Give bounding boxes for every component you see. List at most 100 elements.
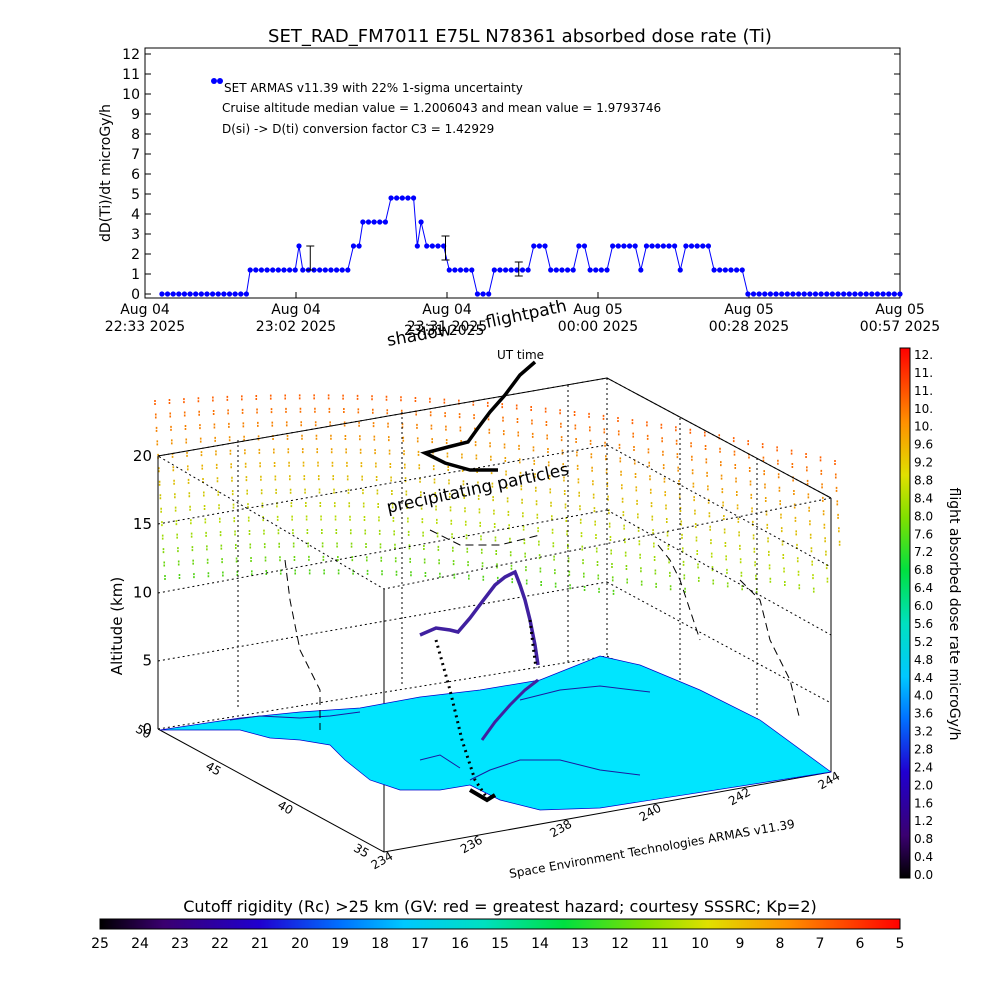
- data-point: [542, 243, 548, 249]
- rigidity-colorbar-tick: 9: [736, 936, 745, 952]
- data-point: [835, 291, 841, 297]
- data-point: [164, 291, 171, 297]
- data-point: [435, 243, 441, 249]
- data-point: [705, 243, 712, 249]
- dose-colorbar-tick: 4.4: [914, 671, 933, 685]
- x-tick-time: 23:02 2025: [256, 319, 336, 335]
- rigidity-colorbar-tick: 20: [291, 936, 309, 952]
- dose-colorbar-tick: 6.8: [914, 563, 933, 577]
- data-point: [322, 267, 328, 273]
- data-point: [655, 243, 661, 249]
- longitude-tick-label: 240: [637, 801, 664, 825]
- data-point: [587, 267, 593, 273]
- longitude-tick-label: 236: [458, 833, 485, 857]
- y-tick-label: 7: [131, 147, 140, 163]
- flightpath-floor-line: [480, 678, 539, 741]
- rigidity-colorbar-tick: 16: [451, 936, 469, 952]
- longitude-tick-label: 234: [369, 849, 396, 873]
- rigidity-colorbar-tick: 19: [331, 936, 349, 952]
- dose-colorbar-tick: 4.8: [914, 653, 933, 667]
- data-point: [345, 267, 351, 273]
- data-point: [300, 267, 306, 273]
- data-point: [463, 267, 469, 273]
- drop-line: [434, 639, 489, 799]
- data-point: [649, 243, 655, 249]
- dose-colorbar-tick: 6.0: [914, 599, 933, 613]
- legend-line-3: D(si) -> D(ti) conversion factor C3 = 1.…: [222, 122, 494, 136]
- data-point: [356, 243, 362, 249]
- dose-colorbar-tick: 8.0: [914, 509, 933, 523]
- data-point: [198, 291, 204, 297]
- altitude-tick-label: 5: [142, 652, 152, 670]
- data-point: [525, 267, 531, 273]
- y-tick-label: 12: [122, 47, 140, 63]
- data-point: [548, 267, 554, 273]
- data-point: [221, 291, 227, 297]
- data-point: [457, 267, 464, 273]
- y-tick-label: 9: [131, 107, 140, 123]
- data-point: [784, 291, 790, 297]
- y-tick-label: 0: [131, 287, 140, 303]
- data-point: [187, 291, 193, 297]
- data-point: [253, 267, 259, 273]
- dose-colorbar-tick: 4.0: [914, 689, 933, 703]
- dose-colorbar-tick: 7.2: [914, 545, 933, 559]
- x-tick-time: 00:28 2025: [709, 319, 789, 335]
- data-point: [807, 291, 813, 297]
- data-point: [281, 267, 287, 273]
- data-point: [779, 291, 785, 297]
- data-point: [371, 219, 377, 225]
- rigidity-colorbar-tick: 23: [171, 936, 189, 952]
- dose-colorbar-tick: 2.0: [914, 778, 933, 792]
- data-point: [762, 291, 768, 297]
- dose-line: [161, 197, 900, 295]
- data-point: [441, 243, 447, 249]
- data-point: [829, 291, 835, 297]
- 3d-box: [156, 377, 833, 853]
- data-point: [275, 267, 281, 273]
- rigidity-colorbar-tick: 25: [91, 936, 109, 952]
- y-tick-label: 10: [122, 87, 140, 103]
- altitude-tick-label: 10: [133, 583, 152, 601]
- x-tick-time: 00:00 2025: [558, 319, 638, 335]
- dose-colorbar-tick: 10.: [914, 420, 933, 434]
- chart-title: SET_RAD_FM7011 E75L N78361 absorbed dose…: [268, 26, 772, 47]
- dose-colorbar-tick: 2.4: [914, 760, 933, 774]
- data-point: [559, 267, 565, 273]
- data-point: [863, 291, 869, 297]
- data-point: [874, 291, 881, 297]
- dose-colorbar-tick: 9.6: [914, 438, 933, 452]
- data-point: [270, 267, 276, 273]
- data-point: [350, 243, 357, 249]
- longitude-tick-label: 238: [547, 817, 574, 841]
- data-point: [469, 267, 475, 273]
- dose-colorbar-tick: 0.0: [914, 868, 933, 882]
- data-point: [801, 291, 807, 297]
- top-plot-frame: [144, 47, 901, 299]
- data-point: [480, 291, 486, 297]
- data-point: [405, 195, 411, 201]
- data-point: [750, 291, 757, 297]
- altitude-tick-label: 20: [133, 447, 152, 465]
- data-point: [296, 243, 302, 249]
- data-point: [886, 291, 892, 297]
- rigidity-colorbar-tick: 6: [856, 936, 865, 952]
- data-point: [795, 291, 802, 297]
- data-point: [159, 291, 165, 297]
- data-point: [643, 243, 650, 249]
- x-tick-time: 00:57 2025: [860, 319, 940, 335]
- landing-mark: [468, 788, 497, 803]
- data-point: [666, 243, 672, 249]
- rigidity-colorbar-tick: 7: [816, 936, 825, 952]
- data-point: [564, 267, 571, 273]
- data-point: [474, 291, 481, 297]
- data-point: [593, 267, 599, 273]
- data-point: [711, 267, 717, 273]
- dose-colorbar-tick: 11.: [914, 366, 933, 380]
- data-point: [238, 291, 244, 297]
- data-point: [377, 219, 383, 225]
- data-point: [247, 267, 253, 273]
- map-contours: [229, 685, 651, 781]
- rigidity-colorbar-tick: 14: [531, 936, 549, 952]
- dose-colorbar-ticks: 0.0 0.4 0.8 1.2 1.6 2.0 2.4 2.8 3.2 3.6 4.0 4.4 4.8 5…: [914, 348, 933, 882]
